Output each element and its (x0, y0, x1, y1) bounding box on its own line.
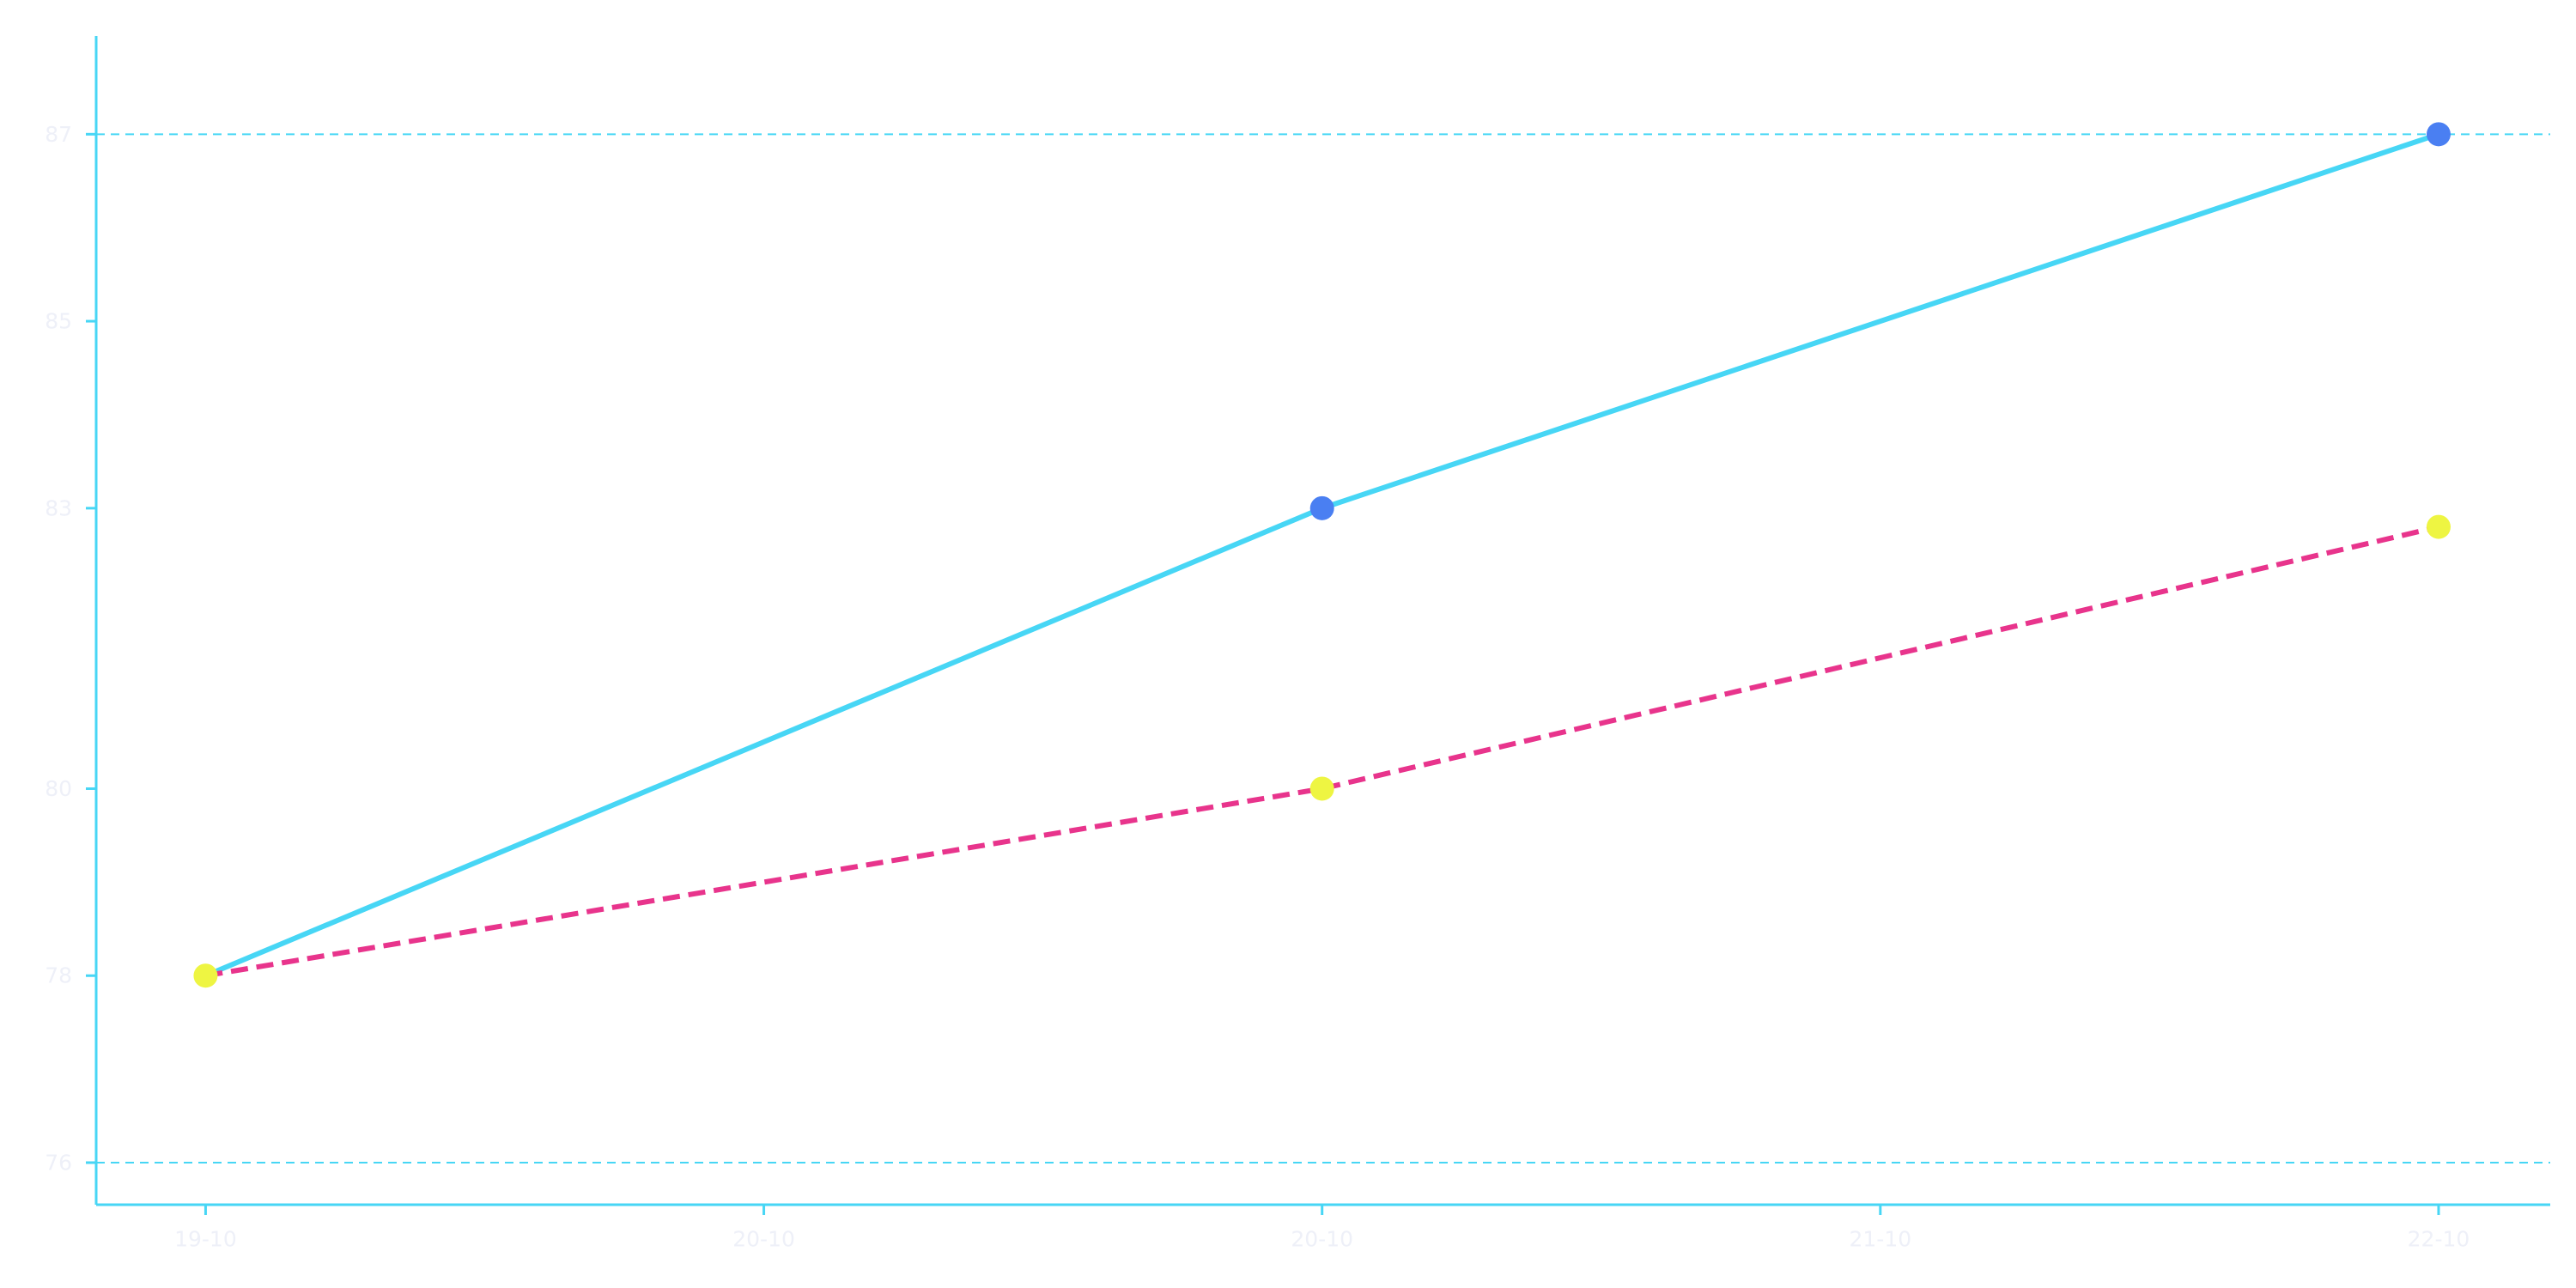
y-tick-label: 76 (45, 1151, 72, 1176)
y-tick-label: 80 (45, 776, 72, 801)
series-1-point (1309, 495, 1334, 520)
series-markers (193, 122, 2451, 988)
series-1-point (2426, 122, 2451, 147)
x-tick-label: 22-10 (2408, 1227, 2470, 1252)
series-2-line (204, 524, 2439, 979)
x-tick-label: 20-10 (732, 1227, 795, 1252)
y-tick-label: 87 (45, 122, 72, 147)
y-tick-label: 83 (45, 495, 72, 520)
x-tick-label: 19-10 (174, 1227, 237, 1252)
y-tick-label: 78 (45, 963, 72, 988)
series-2-point (193, 963, 218, 988)
tick-labels: 76 78 80 83 85 87 19-10 20-10 20-10 21-10 22-10 (45, 122, 2470, 1252)
x-tick-label: 20-10 (1291, 1227, 1353, 1252)
series-2-point (1309, 776, 1334, 801)
series-2-point (2426, 514, 2451, 539)
x-tick-label: 21-10 (1850, 1227, 1912, 1252)
axes (86, 36, 2550, 1215)
y-tick-label: 85 (45, 309, 72, 334)
grid-lines (96, 133, 2550, 1164)
